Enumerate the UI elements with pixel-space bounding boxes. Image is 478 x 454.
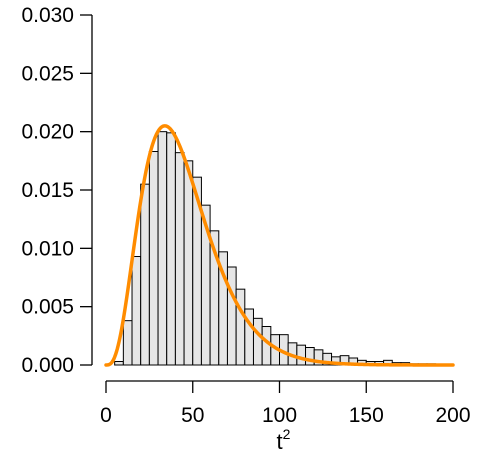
x-tick-label: 100	[262, 404, 297, 427]
histogram-bars	[114, 131, 437, 366]
x-tick-label: 0	[100, 404, 112, 427]
histogram-bar	[122, 320, 133, 366]
y-tick-label: 0.005	[21, 296, 74, 319]
histogram-bar	[114, 361, 124, 366]
x-tick-label: 50	[181, 404, 204, 427]
histogram-bar	[148, 151, 159, 366]
histogram-bar	[166, 132, 176, 366]
histogram-bar	[296, 344, 307, 366]
density-curve	[104, 124, 455, 367]
y-tick-label: 0.010	[21, 237, 74, 260]
histogram-bar	[252, 317, 263, 366]
x-axis: 0 50 100 150 200	[100, 380, 471, 427]
histogram-bar	[140, 183, 150, 366]
y-tick-label: 0.025	[21, 62, 74, 85]
histogram-bar	[157, 131, 168, 366]
x-axis-title: t2	[277, 426, 291, 454]
histogram-bar	[174, 152, 185, 366]
histogram-bar	[131, 256, 142, 366]
y-axis: 0.000 0.005 0.010 0.015 0.020 0.025 0.030	[21, 4, 93, 377]
x-tick-label: 150	[349, 404, 384, 427]
y-tick-label: 0.000	[21, 354, 74, 377]
histogram-bar	[183, 160, 194, 366]
histogram-bar	[235, 288, 246, 366]
histogram-bar	[226, 266, 237, 366]
y-tick-label: 0.015	[21, 179, 74, 202]
x-tick-label: 200	[435, 404, 470, 427]
y-tick-label: 0.030	[21, 4, 74, 27]
y-tick-label: 0.020	[21, 121, 74, 144]
